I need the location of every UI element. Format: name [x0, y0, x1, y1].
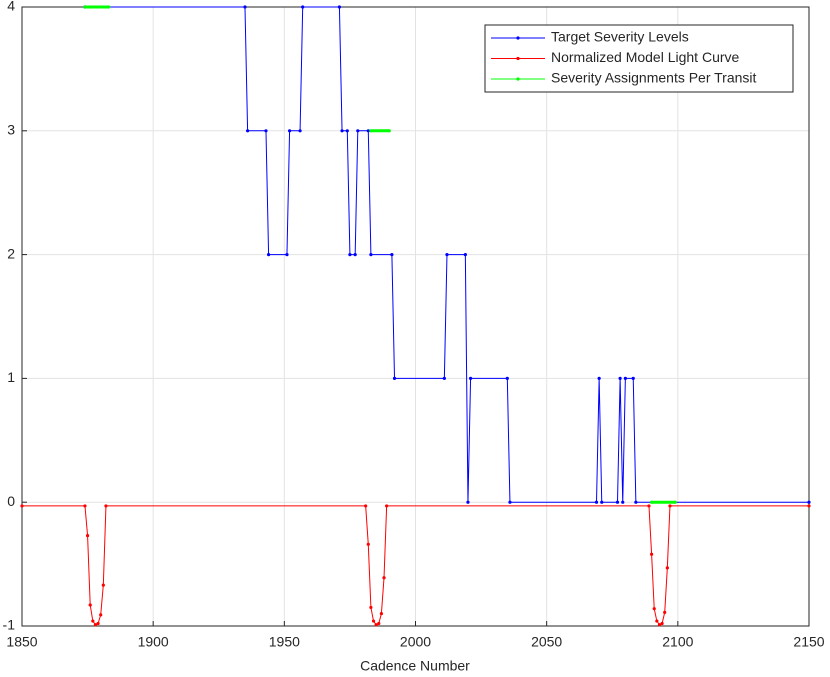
series-line: [84, 5, 676, 504]
series-marker: [374, 623, 378, 627]
series-marker: [652, 607, 656, 611]
series-marker: [660, 621, 664, 626]
y-tick-label: -1: [3, 617, 16, 633]
series-marker: [364, 504, 368, 508]
series-marker: [371, 619, 376, 623]
series-marker: [468, 376, 473, 380]
legend-label: Severity Assignments Per Transit: [551, 70, 757, 86]
series-marker: [106, 5, 111, 9]
series-marker: [385, 504, 389, 508]
series-marker: [264, 129, 268, 133]
series-marker: [597, 376, 601, 380]
series-marker: [392, 376, 397, 380]
y-tick-label: 2: [7, 245, 15, 261]
series-marker: [348, 253, 352, 257]
series-marker: [665, 566, 669, 570]
series-marker: [369, 129, 373, 133]
series-marker: [85, 534, 90, 538]
axes-box: [21, 6, 810, 627]
series-marker: [96, 621, 100, 626]
series-marker: [301, 5, 305, 9]
x-tick-label: 2050: [531, 634, 562, 650]
legend-box: [484, 24, 794, 93]
series-marker: [366, 129, 370, 133]
series-marker: [657, 623, 662, 627]
series-marker: [345, 129, 349, 133]
series-marker: [663, 610, 667, 614]
series-marker: [390, 253, 394, 257]
y-tick-label: 3: [7, 122, 15, 138]
x-tick-label: 2150: [793, 634, 824, 650]
y-tick-label: 4: [7, 0, 15, 14]
legend-label: Target Severity Levels: [551, 29, 689, 45]
legend-marker: [516, 36, 520, 40]
series-marker: [650, 500, 654, 504]
series-marker: [337, 5, 342, 9]
series-marker: [594, 500, 599, 504]
series-marker: [246, 129, 250, 133]
series-marker: [445, 253, 449, 257]
y-tick-label: 0: [7, 493, 15, 509]
series-marker: [340, 129, 344, 133]
series-marker: [382, 576, 386, 580]
series-marker: [623, 376, 627, 380]
series-marker: [650, 552, 654, 556]
series-marker: [647, 504, 651, 508]
series-marker: [673, 500, 677, 504]
series-marker: [615, 500, 620, 504]
series-marker: [20, 504, 24, 508]
series-marker: [101, 583, 105, 587]
series-marker: [104, 504, 108, 508]
y-tick-label: 1: [7, 369, 15, 385]
series-marker: [621, 500, 625, 504]
series-marker: [83, 504, 87, 508]
x-tick-label: 1850: [6, 634, 37, 650]
series-line: [84, 6, 809, 503]
series-marker: [466, 500, 470, 504]
series-marker: [442, 376, 446, 380]
x-tick-label: 1950: [269, 634, 300, 650]
x-tick-label: 2000: [400, 634, 431, 650]
series-marker: [634, 500, 638, 504]
legend-marker: [516, 77, 520, 81]
series-marker: [285, 253, 289, 257]
series-marker: [298, 129, 302, 133]
series-marker: [631, 376, 635, 380]
series-marker: [99, 613, 103, 617]
series-marker: [93, 623, 98, 627]
series-marker: [353, 253, 357, 257]
series-marker: [369, 253, 373, 257]
series-marker: [243, 5, 247, 9]
series-marker: [508, 500, 512, 504]
legend-marker: [516, 56, 520, 61]
series-marker: [366, 542, 370, 546]
series-marker: [91, 619, 95, 623]
series-marker: [387, 129, 391, 133]
x-tick-label: 2100: [662, 634, 693, 650]
series-marker: [655, 619, 659, 623]
series-marker: [618, 376, 622, 380]
x-tick-label: 1900: [138, 634, 169, 650]
series-marker: [369, 605, 373, 610]
series-marker: [505, 376, 509, 380]
series-marker: [379, 612, 383, 616]
series-marker: [266, 253, 271, 257]
series-marker: [600, 500, 604, 504]
series-marker: [463, 253, 467, 257]
series-marker: [807, 504, 811, 508]
series-marker: [807, 500, 811, 504]
series-marker: [377, 621, 381, 626]
series-marker: [287, 129, 292, 133]
series-marker: [668, 504, 672, 508]
series-marker: [83, 5, 87, 9]
legend-label: Normalized Model Light Curve: [551, 49, 740, 65]
x-axis-label: Cadence Number: [360, 658, 470, 674]
series-marker: [356, 129, 360, 133]
series-marker: [88, 603, 92, 607]
